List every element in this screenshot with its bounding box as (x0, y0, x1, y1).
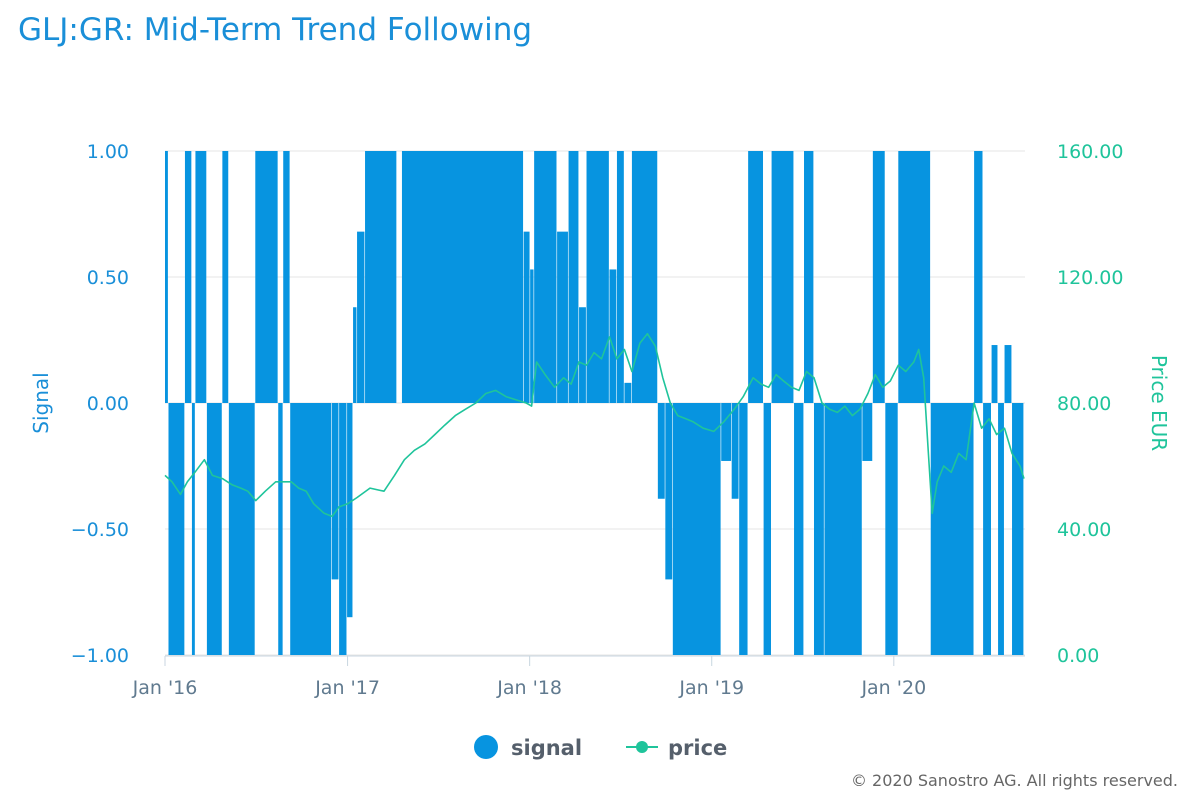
signal-bar (624, 382, 632, 403)
signal-bar (228, 403, 255, 655)
signal-bar (885, 403, 898, 655)
signal-bar (347, 403, 353, 618)
signal-bar (222, 151, 229, 403)
signal-bar (763, 403, 771, 655)
y-left-tick-label: 0.00 (87, 393, 129, 415)
signal-bar (657, 403, 665, 499)
signal-bar (991, 345, 998, 403)
legend: signal price (474, 735, 727, 760)
x-tick-label: Jan '19 (678, 677, 744, 699)
signal-bar (804, 151, 814, 403)
signal-bar (290, 403, 332, 655)
signal-bar (748, 151, 764, 403)
legend-signal-symbol (474, 735, 498, 759)
price-line (164, 332, 1025, 518)
signal-bar (168, 403, 185, 655)
y-axis-left: 1.00 0.50 0.00 −0.50 −1.00 Signal (29, 141, 129, 667)
x-tick-label: Jan '20 (860, 677, 926, 699)
signal-bar (339, 403, 347, 655)
y-left-tick-label: 0.50 (87, 267, 129, 289)
signal-bar (206, 403, 222, 655)
signal-bar (813, 403, 824, 655)
signal-bar (862, 403, 873, 461)
y-right-axis-title: Price EUR (1147, 355, 1171, 451)
signal-bar (721, 403, 732, 461)
signal-bar (283, 151, 290, 403)
y-right-tick-label: 120.00 (1057, 267, 1123, 289)
signal-bar (401, 151, 524, 403)
y-left-tick-label: −0.50 (71, 519, 129, 541)
signal-bar (255, 151, 278, 403)
signal-bar (983, 403, 991, 655)
signal-bar (530, 269, 534, 403)
y-right-tick-label: 0.00 (1057, 645, 1099, 667)
signal-bar (1004, 345, 1012, 403)
signal-bar (731, 403, 739, 499)
signal-bar (353, 307, 357, 403)
signal-bar (665, 403, 673, 580)
y-left-tick-label: −1.00 (71, 645, 129, 667)
x-axis: Jan '16 Jan '17 Jan '18 Jan '19 Jan '20 (132, 655, 1025, 699)
signal-bar (165, 151, 168, 403)
signal-bar (331, 403, 339, 580)
y-right-tick-label: 80.00 (1057, 393, 1111, 415)
signal-bar (523, 231, 530, 403)
signal-bar (631, 151, 658, 403)
y-right-tick-label: 40.00 (1057, 519, 1111, 541)
signal-bar (794, 403, 804, 655)
legend-signal-label: signal (511, 736, 582, 760)
signal-bar (195, 151, 207, 403)
signal-bar (616, 151, 624, 403)
signal-bar (974, 151, 983, 403)
signal-bars (165, 151, 1024, 655)
legend-price-label: price (668, 736, 727, 760)
x-tick-label: Jan '18 (496, 677, 562, 699)
signal-bar (872, 151, 885, 403)
signal-bar (184, 151, 192, 403)
price-line-group (164, 332, 1025, 518)
signal-bar (557, 231, 568, 403)
signal-bar (568, 151, 579, 403)
y-right-tick-label: 160.00 (1057, 141, 1123, 163)
x-tick-label: Jan '16 (132, 677, 198, 699)
y-left-tick-label: 1.00 (87, 141, 129, 163)
signal-bar (586, 151, 609, 403)
x-tick-label: Jan '17 (314, 677, 380, 699)
signal-bar (278, 403, 283, 655)
signal-bar (191, 403, 195, 655)
signal-bar (771, 151, 794, 403)
signal-bar (824, 403, 862, 655)
signal-bar (534, 151, 557, 403)
signal-bar (365, 151, 397, 403)
y-left-axis-title: Signal (29, 372, 53, 433)
signal-bar (579, 307, 586, 403)
signal-bar (739, 403, 748, 655)
y-axis-right: 160.00 120.00 80.00 40.00 0.00 Price EUR (1057, 141, 1171, 667)
copyright-text: © 2020 Sanostro AG. All rights reserved. (850, 771, 1178, 790)
chart-title: GLJ:GR: Mid-Term Trend Following (18, 12, 533, 48)
signal-bar (930, 403, 974, 655)
signal-bar (357, 231, 365, 403)
legend-price-symbol (636, 741, 648, 753)
signal-bar (672, 403, 721, 655)
signal-bar (898, 151, 931, 403)
signal-bar (1012, 403, 1024, 655)
signal-bar (998, 403, 1004, 655)
signal-bar (609, 269, 617, 403)
